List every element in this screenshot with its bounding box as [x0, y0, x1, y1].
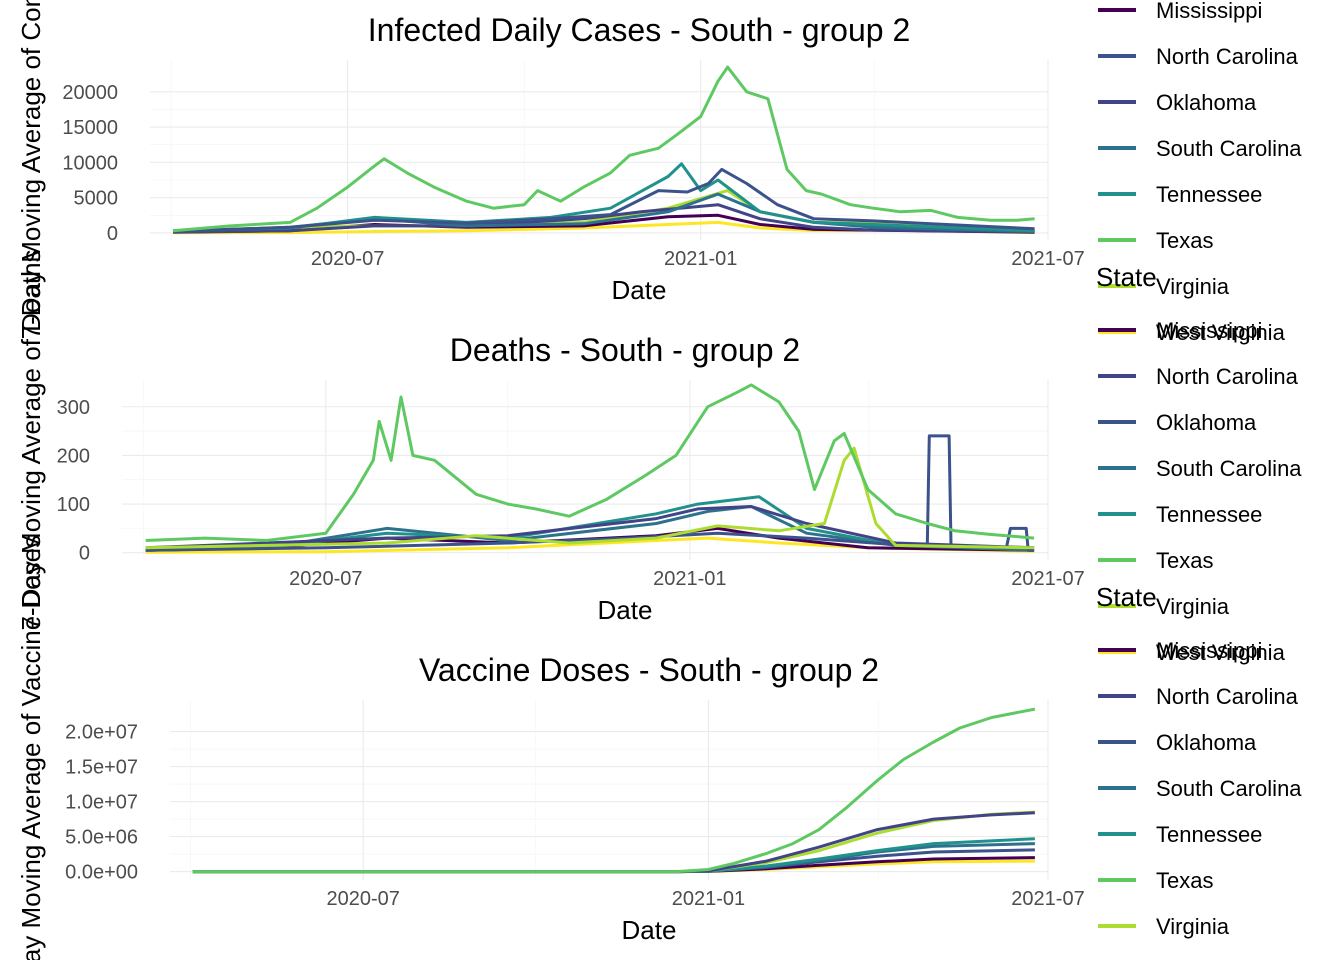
legend-entry: Virginia [1156, 914, 1230, 939]
legend: Mississippi North Carolina Oklahoma South C… [1098, 0, 1302, 345]
series-line-south-carolina [145, 505, 1035, 552]
legend: State Mississippi North Carolina Oklahoma So… [1096, 582, 1302, 939]
x-tick-label: 2021-07 [1011, 568, 1084, 590]
legend-title: State [1096, 582, 1157, 612]
series-lines [192, 707, 1036, 874]
legend-entry: Oklahoma [1156, 410, 1257, 435]
y-tick-label: 300 [57, 397, 90, 419]
y-tick-label: 0 [107, 223, 118, 245]
series-lines [145, 383, 1035, 554]
x-tick-label: 2021-01 [672, 888, 745, 910]
series-line-north-carolina [172, 167, 1035, 233]
legend-entry: Texas [1156, 228, 1213, 253]
series-line-oklahoma [145, 434, 1035, 552]
legend-entry: Virginia [1156, 594, 1230, 619]
legend-entry: West Virginia [1156, 320, 1286, 345]
legend-entry: South Carolina [1156, 776, 1302, 801]
y-tick-label: 5.0e+06 [65, 827, 138, 849]
gridlines [150, 60, 1049, 240]
chart-panel-2: 0 100 200 300 2020-07 2021-01 2021-07 Deaths - … [57, 262, 1303, 665]
x-axis-label: Date [622, 915, 677, 945]
y-tick-label: 1.0e+07 [65, 792, 138, 814]
chart-panel-1: 0 5000 10000 15000 20000 2020-07 2021-01 2021-0… [62, 0, 1302, 345]
y-tick-label: 100 [57, 494, 90, 516]
legend-entry: Texas [1156, 548, 1213, 573]
chart-title: Deaths - South - group 2 [450, 332, 800, 368]
legend-entry: North Carolina [1156, 364, 1299, 389]
series-line-virginia [145, 446, 1035, 550]
y-tick-label: 0 [79, 543, 90, 565]
x-tick-label: 2020-07 [289, 568, 362, 590]
y-axis-label: 7-Day Moving Average of Deaths [16, 249, 46, 630]
legend-entry: South Carolina [1156, 136, 1302, 161]
legend-entry: West Virginia [1156, 640, 1286, 665]
legend-entry: Tennessee [1156, 822, 1262, 847]
gridlines [170, 700, 1049, 880]
series-line-north-carolina [145, 505, 1035, 550]
x-tick-label: 2021-07 [1011, 248, 1084, 270]
legend-entry: North Carolina [1156, 44, 1299, 69]
legend-entry: Mississippi [1156, 0, 1262, 23]
x-tick-label: 2020-07 [311, 248, 384, 270]
series-line-mississippi [192, 856, 1035, 874]
legend-entry: Mississippi [1156, 638, 1262, 663]
y-tick-label: 20000 [62, 82, 118, 104]
series-line-oklahoma [172, 203, 1035, 234]
series-line-texas [145, 383, 1035, 542]
series-line-texas [192, 707, 1036, 874]
legend-entry: North Carolina [1156, 684, 1299, 709]
series-line-texas [172, 65, 1035, 233]
legend-entry: Tennessee [1156, 502, 1262, 527]
legend-entry: Oklahoma [1156, 730, 1257, 755]
x-tick-label: 2020-07 [327, 888, 400, 910]
x-tick-label: 2021-01 [664, 248, 737, 270]
y-axis-label: 7-Day Moving Average of Vaccine Doses [16, 535, 46, 960]
x-tick-label: 2021-01 [653, 568, 726, 590]
chart-title: Infected Daily Cases - South - group 2 [368, 12, 911, 48]
y-tick-label: 5000 [74, 188, 119, 210]
y-tick-label: 15000 [62, 117, 118, 139]
x-axis-label: Date [598, 595, 653, 625]
legend-entry: Tennessee [1156, 182, 1262, 207]
chart-panel-3: 0.0e+00 5.0e+06 1.0e+07 1.5e+07 2.0e+07 2020-… [65, 582, 1302, 945]
series-line-tennessee [172, 162, 1035, 233]
legend-entry: South Carolina [1156, 456, 1302, 481]
legend-entry: Texas [1156, 868, 1213, 893]
chart-title: Vaccine Doses - South - group 2 [419, 652, 879, 688]
gridlines [122, 380, 1049, 560]
y-tick-label: 1.5e+07 [65, 757, 138, 779]
y-tick-label: 2.0e+07 [65, 722, 138, 744]
x-tick-label: 2021-07 [1011, 888, 1084, 910]
x-axis-label: Date [612, 275, 667, 305]
legend-entry: Oklahoma [1156, 90, 1257, 115]
y-tick-label: 200 [57, 445, 90, 467]
y-axis-label: 7-Day Moving Average of Confirmed [16, 0, 46, 339]
legend-entry: Mississippi [1156, 318, 1262, 343]
series-lines [172, 65, 1035, 235]
y-tick-label: 0.0e+00 [65, 862, 138, 884]
series-line-west-virginia [192, 859, 1035, 874]
legend-entry: Virginia [1156, 274, 1230, 299]
y-tick-label: 10000 [62, 152, 118, 174]
legend-title: State [1096, 262, 1157, 292]
